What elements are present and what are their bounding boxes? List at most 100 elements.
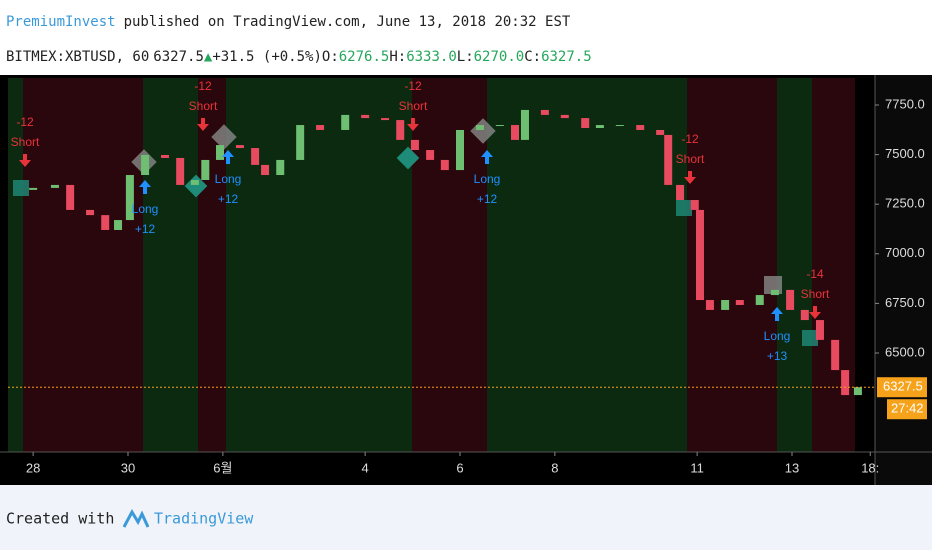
price-axis-bg (875, 75, 932, 485)
candle (560, 114, 569, 119)
high-label: H: (389, 49, 406, 65)
y-tick-label: 7000.0 (885, 245, 925, 260)
candle (410, 139, 419, 151)
signal-amount: +12 (218, 192, 239, 206)
zone (487, 78, 687, 452)
signal-arrow (407, 118, 419, 131)
zone (777, 78, 812, 452)
candle (251, 148, 260, 165)
x-tick-label: 18: (861, 460, 879, 475)
candle (381, 118, 390, 121)
candle (29, 187, 38, 190)
signal-text: Short (399, 99, 428, 113)
candle (396, 120, 405, 140)
signal-text: Short (189, 99, 218, 113)
signal-text: Long (764, 329, 791, 343)
footer-bg (0, 485, 932, 550)
signal-diamond (470, 118, 496, 144)
close: 6327.5 (541, 49, 592, 65)
header-line-2: BITMEX:XBTUSD, 60 6327.5▲+31.5 (+0.5%)O:6… (6, 49, 592, 65)
x-tick-label: 6 (456, 460, 463, 475)
candle (690, 200, 699, 210)
zones (8, 78, 855, 452)
signal-amount: -12 (16, 115, 34, 129)
candle (176, 157, 185, 185)
signal-text: Long (474, 172, 501, 186)
zone (226, 78, 412, 452)
open: 6276.5 (339, 49, 390, 65)
signal-arrow (197, 118, 209, 131)
footer-brand[interactable]: TradingView (154, 510, 254, 528)
change-arrow: ▲ (204, 49, 213, 65)
signal-amount: -12 (681, 132, 699, 146)
signal-arrow (684, 171, 696, 184)
signal-amount: -12 (404, 79, 422, 93)
candle (853, 387, 862, 396)
candle (595, 125, 604, 128)
candle (361, 114, 370, 119)
x-tick-label: 8 (551, 460, 558, 475)
y-tick-label: 7250.0 (885, 196, 925, 211)
candle (261, 164, 270, 176)
candle (721, 300, 730, 310)
signal-square (802, 330, 818, 346)
candle (664, 134, 673, 185)
low-label: L: (457, 49, 474, 65)
author[interactable]: PremiumInvest (6, 14, 116, 30)
symbol: BITMEX:XBTUSD, 60 (6, 49, 149, 65)
signal-text: Short (801, 287, 830, 301)
signal-amount: -12 (194, 79, 212, 93)
x-tick-label: 6월 (213, 460, 232, 475)
zone (8, 78, 23, 452)
candle (705, 300, 714, 310)
brand-logo[interactable] (122, 508, 150, 528)
candle (50, 184, 59, 188)
signal-arrow (809, 306, 821, 319)
candle (581, 118, 590, 128)
published: published on TradingView.com, June 13, 2… (124, 14, 571, 30)
signal-amount: +12 (135, 222, 156, 236)
candle (755, 295, 764, 305)
candle (540, 109, 549, 115)
candle (815, 320, 824, 340)
high: 6333.0 (406, 49, 457, 65)
candle (656, 129, 665, 135)
y-tick-label: 6750.0 (885, 295, 925, 310)
signal-text: Long (215, 172, 242, 186)
signal-arrow (19, 154, 31, 167)
zone (412, 78, 487, 452)
candle (190, 179, 199, 185)
candle (831, 339, 840, 371)
x-tick-label: 13 (785, 460, 799, 475)
low: 6270.0 (474, 49, 525, 65)
zone (812, 78, 855, 452)
countdown-box (887, 399, 927, 420)
zone (143, 78, 198, 452)
candle (440, 159, 449, 171)
candle (276, 159, 285, 176)
y-tick-label: 6500.0 (885, 344, 925, 359)
candle (426, 150, 435, 160)
signal-text: Short (676, 152, 705, 166)
signal-amount: +13 (767, 349, 788, 363)
candle (511, 125, 520, 140)
footer-created: Created with (6, 510, 114, 528)
candle (201, 159, 210, 180)
signal-square (13, 180, 29, 196)
last-price-label: 6327.5 (883, 379, 923, 394)
candle (676, 184, 685, 201)
candle (636, 125, 645, 130)
signal-arrow (139, 180, 151, 194)
price: 6327.5 (153, 49, 204, 65)
candle (114, 220, 123, 230)
close-label: C: (524, 49, 541, 65)
candle (520, 109, 529, 140)
signal-amount: +12 (477, 192, 498, 206)
candle (735, 300, 744, 305)
candle (316, 125, 325, 130)
header-line-1: PremiumInvest published on TradingView.co… (6, 14, 571, 30)
candle (160, 154, 169, 158)
header-bg (0, 0, 932, 75)
candle (770, 289, 779, 296)
